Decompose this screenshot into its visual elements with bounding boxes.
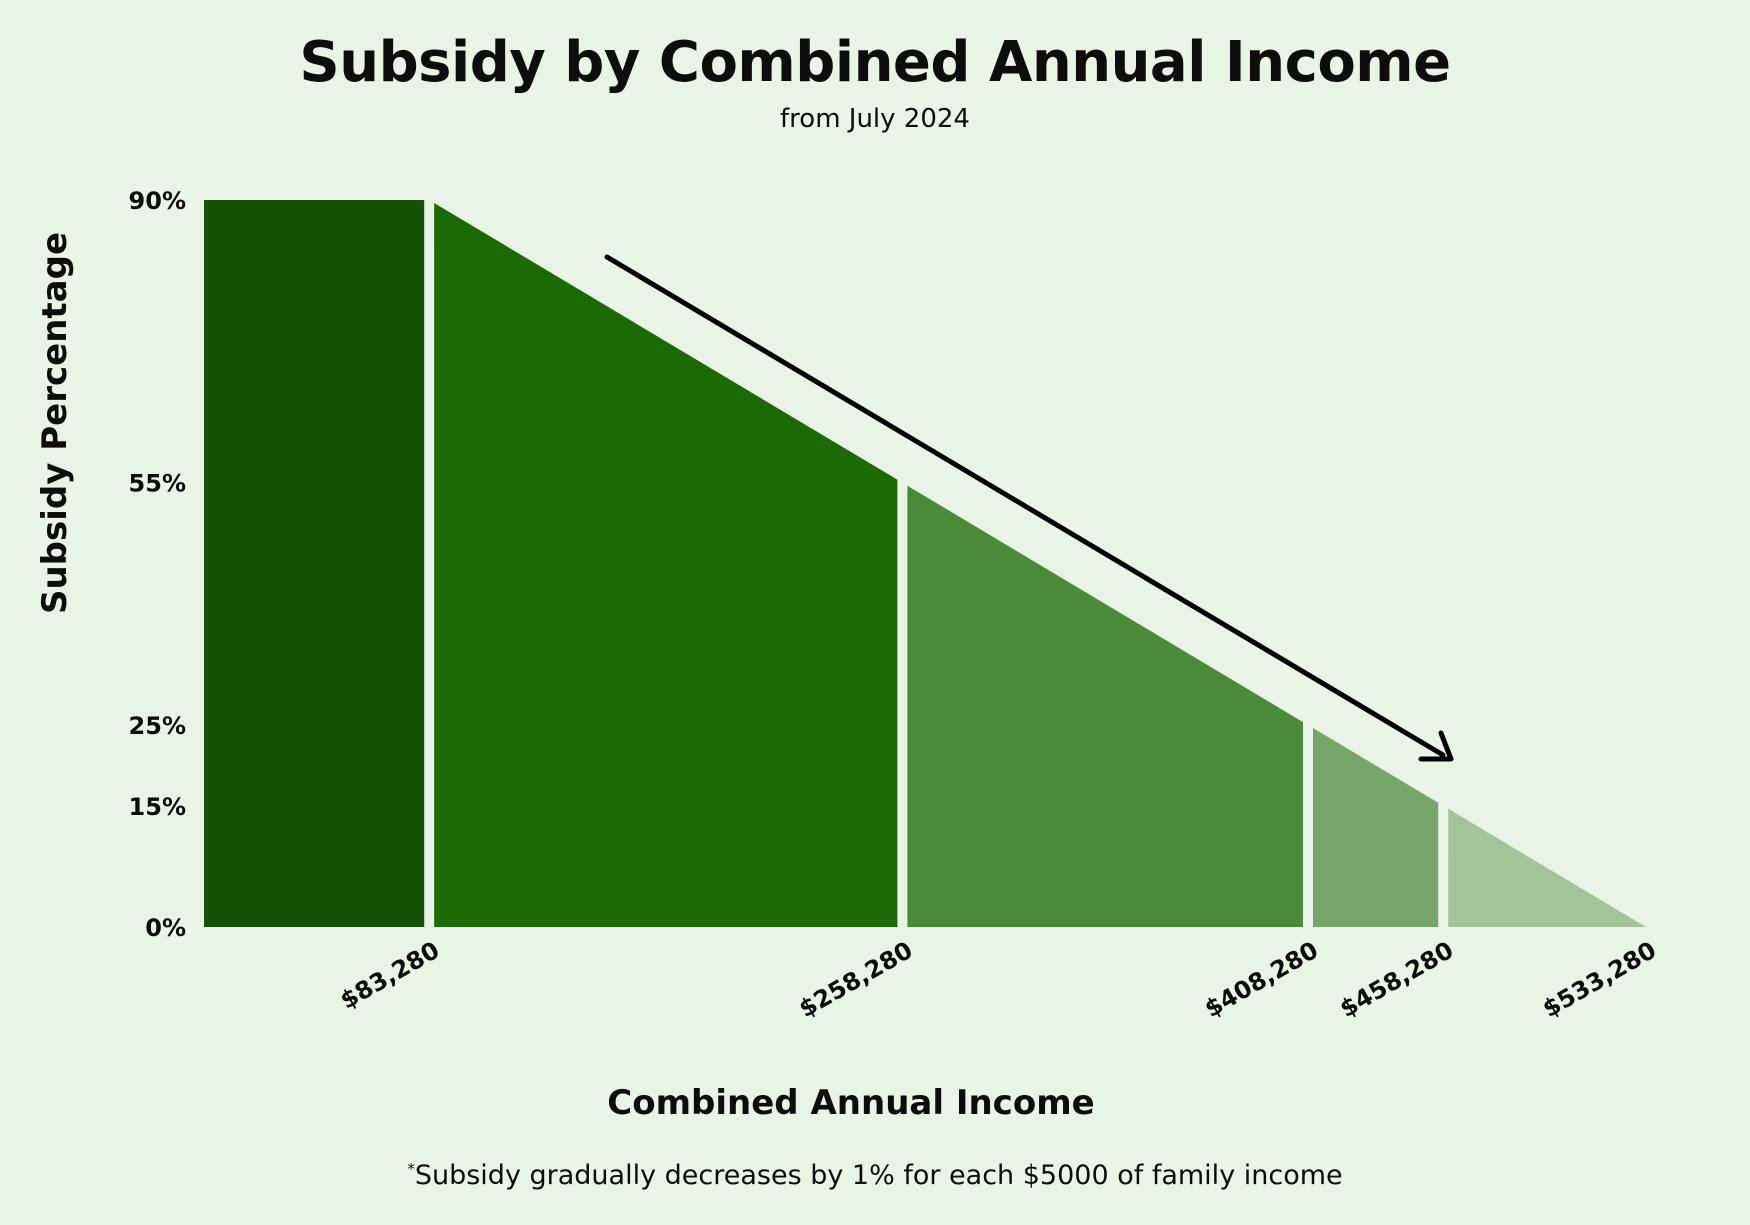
trend-arrow bbox=[604, 254, 1454, 762]
area-segments bbox=[204, 200, 1646, 927]
x-tick-label: $458,280 bbox=[1335, 936, 1458, 1023]
y-tick-label: 55% bbox=[129, 470, 186, 498]
y-tick-label: 0% bbox=[145, 914, 186, 942]
footnote-mark: * bbox=[407, 1160, 415, 1178]
trend-arrow-head bbox=[1418, 730, 1454, 762]
x-axis-label: Combined Annual Income bbox=[607, 1083, 1094, 1123]
y-tick-label: 15% bbox=[129, 793, 186, 821]
y-axis-label: Subsidy Percentage bbox=[35, 232, 75, 614]
area-segment-2 bbox=[434, 203, 898, 927]
chart-subtitle: from July 2024 bbox=[780, 104, 970, 134]
y-tick-label: 90% bbox=[129, 187, 186, 215]
x-tick-label: $83,280 bbox=[336, 936, 445, 1015]
footnote: *Subsidy gradually decreases by 1% for e… bbox=[0, 1160, 1750, 1191]
y-tick-label: 25% bbox=[129, 712, 186, 740]
area-segment-5 bbox=[1448, 808, 1646, 927]
area-segment-3 bbox=[907, 485, 1303, 927]
x-tick-label: $533,280 bbox=[1538, 936, 1661, 1023]
x-axis-ticks: $83,280 $258,280 $408,280 $458,280 $533,280 bbox=[336, 936, 1661, 1023]
trend-arrow-line bbox=[604, 254, 1446, 758]
chart-title: Subsidy by Combined Annual Income bbox=[299, 30, 1451, 95]
x-tick-label: $258,280 bbox=[794, 936, 917, 1023]
y-axis-ticks: 90% 55% 25% 15% 0% bbox=[129, 187, 186, 942]
x-tick-label: $408,280 bbox=[1200, 936, 1323, 1023]
area-segment-4 bbox=[1313, 728, 1439, 927]
area-segment-1 bbox=[204, 200, 425, 927]
footnote-text: Subsidy gradually decreases by 1% for ea… bbox=[414, 1160, 1343, 1191]
